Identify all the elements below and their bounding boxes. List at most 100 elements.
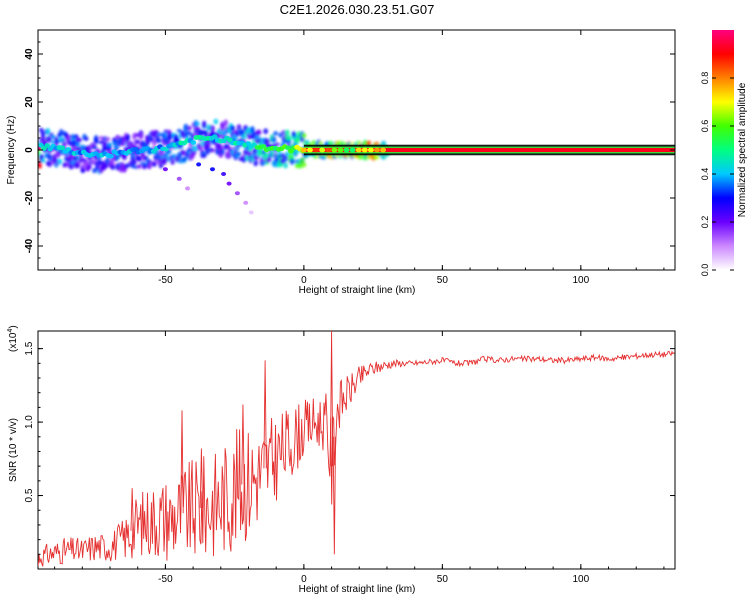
spectrogram-cell	[210, 148, 215, 153]
carrier-blob	[361, 147, 368, 153]
carrier-band-core	[303, 147, 675, 153]
spectrogram-cell	[125, 133, 131, 142]
carrier-blob	[306, 147, 313, 153]
spectrogram-cell	[253, 159, 259, 167]
colorbar-label: Normalized spectral amplitude	[737, 82, 748, 217]
spectrogram-cell	[38, 161, 43, 169]
carrier-blob	[380, 147, 387, 153]
spectrogram-cell	[110, 164, 116, 170]
spectrogram-cell	[93, 137, 99, 145]
spectrogram-cell	[291, 131, 297, 138]
spectrogram-cell	[256, 129, 262, 136]
carrier-blob	[331, 147, 338, 153]
spectrogram-cell	[181, 157, 187, 162]
y-tick-label: 40	[24, 48, 35, 60]
spectrogram-cell	[286, 135, 292, 141]
figure-title: C2E1.2026.030.23.51.G07	[280, 2, 435, 17]
spectrogram-cell	[249, 126, 255, 133]
spectrogram-trail-point	[162, 167, 168, 172]
spectrogram-cell	[136, 156, 142, 161]
spectrogram-cell	[151, 162, 157, 167]
spectrogram-cell	[131, 159, 137, 165]
snr-ticks: -50 0 50 100 0.5 1.0 1.5	[24, 331, 675, 585]
spectrogram-cell	[120, 141, 126, 147]
y-tick-label: 20	[24, 96, 35, 108]
spectrogram-cell	[263, 128, 269, 135]
spectrogram-cell	[186, 131, 192, 136]
carrier-blob	[349, 147, 356, 153]
spectrogram-cell	[273, 131, 279, 136]
spectrogram-cell	[201, 153, 207, 158]
spectrogram-cell	[170, 160, 176, 165]
spectrogram-cell	[301, 132, 307, 139]
spectrogram-cell	[138, 133, 144, 140]
spectrogram-trail-point	[234, 191, 240, 196]
x-tick-label: 50	[437, 574, 449, 585]
spectrogram-cell	[55, 152, 61, 159]
spectrogram-cell	[58, 129, 64, 137]
snr-ylabel: SNR (10 * v/v)	[8, 418, 19, 482]
spectrogram-cell	[381, 140, 387, 146]
spectrogram-cell	[59, 145, 66, 151]
colorbar-tick-label: 0.0	[700, 264, 710, 277]
colorbar-gradient	[712, 30, 734, 270]
snr-multiplier: (x104)	[7, 325, 19, 352]
colorbar-ticks: 0.0 0.2 0.4 0.6 0.8	[700, 72, 734, 277]
snr-peak	[130, 488, 134, 531]
spectrogram-trail-point	[176, 176, 182, 181]
spectrogram-cell	[203, 129, 209, 137]
spectrogram-cell	[40, 135, 46, 141]
spectrogram-cell	[299, 157, 305, 164]
snr-peak	[263, 360, 267, 469]
snr-peak	[241, 404, 245, 485]
spectrogram-cell	[190, 140, 197, 145]
spectrogram-cell	[220, 148, 225, 155]
spectrogram-cell	[143, 155, 149, 160]
spectrogram-cell	[236, 152, 242, 156]
spectrogram-cell	[62, 141, 67, 147]
snr-peak	[329, 331, 334, 467]
spectrogram-xlabel: Height of straight line (km)	[299, 285, 416, 296]
spectrogram-cell	[186, 125, 192, 131]
colorbar-tick-label: 0.4	[700, 168, 710, 181]
spectrogram-cell	[223, 119, 229, 127]
x-tick-label: 100	[572, 275, 589, 286]
y-tick-label: -20	[24, 190, 35, 205]
y-tick-label: 0	[24, 147, 35, 153]
carrier-blob	[313, 147, 320, 153]
spectrogram-cell	[38, 127, 44, 133]
x-tick-label: 0	[301, 275, 307, 286]
spectrogram-cell	[230, 125, 235, 131]
spectrogram-cell	[260, 144, 267, 149]
spectrogram-cell	[191, 150, 197, 155]
snr-peak	[180, 410, 184, 514]
spectrogram-cell	[201, 120, 207, 129]
y-tick-label: -40	[24, 238, 35, 253]
spectrogram-cell	[258, 148, 264, 156]
spectrogram-cell	[241, 133, 247, 140]
spectrogram-trail-point	[209, 167, 215, 172]
spectrogram-cell	[78, 156, 84, 163]
spectrogram-cell	[284, 129, 290, 136]
carrier-blob	[373, 147, 380, 153]
y-tick-label: 1.0	[24, 415, 35, 429]
spectrogram-cell	[183, 124, 189, 133]
spectrogram-trail-point	[185, 186, 191, 191]
spectrogram-cell	[105, 136, 111, 142]
snr-frame	[37, 330, 676, 570]
spectrogram-cell	[213, 118, 219, 125]
carrier-blob	[337, 147, 344, 153]
spectrogram-trail-point	[196, 162, 202, 167]
spectrogram-cell	[374, 154, 380, 160]
spectrogram-cell	[77, 137, 82, 143]
spectrogram-cell	[92, 145, 97, 150]
spectrogram-cell	[289, 158, 295, 165]
carrier-blob	[319, 147, 326, 153]
colorbar-tick-label: 0.8	[700, 72, 710, 85]
spectrogram-trail-point	[243, 200, 249, 205]
spectrogram-trail-point	[248, 210, 254, 215]
spectrogram-cell	[87, 164, 92, 170]
x-tick-label: -50	[158, 275, 173, 286]
